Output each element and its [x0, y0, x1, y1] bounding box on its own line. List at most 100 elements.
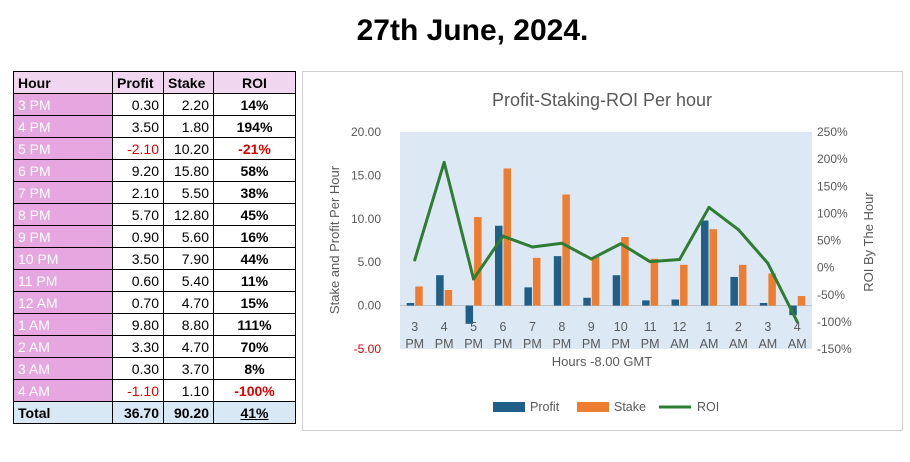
y-tick-label: 0.00: [358, 299, 382, 313]
cell-stake: 4.70: [163, 291, 214, 314]
x-tick-label: PM: [494, 337, 513, 351]
cell-stake: 5.40: [163, 269, 214, 292]
x-axis-title: Hours -8.00 GMT: [552, 354, 652, 369]
roi-point: [560, 241, 564, 245]
x-tick-label: PM: [582, 337, 601, 351]
cell-roi: 111%: [213, 313, 296, 336]
cell-roi: 44%: [213, 247, 296, 270]
cell-hour: 5 PM: [13, 137, 113, 160]
cell-stake: 1.10: [163, 379, 214, 402]
roi-point: [530, 245, 534, 249]
x-tick-label: PM: [435, 337, 454, 351]
x-tick-label: PM: [405, 337, 424, 351]
x-tick-label: AM: [670, 337, 689, 351]
cell-profit: 0.70: [112, 291, 164, 314]
cell-hour: 2 AM: [13, 335, 113, 358]
profit-bar: [465, 305, 474, 324]
x-tick-label: 3: [764, 320, 771, 334]
y2-tick-label: -50%: [817, 288, 845, 302]
table-body: 3 PM 0.30 2.20 14% 4 PM 3.50 1.80 194% 5 PM -2.10…: [13, 93, 296, 424]
cell-profit: 3.50: [112, 247, 164, 270]
x-tick-label: AM: [700, 337, 719, 351]
table-row: 4 AM -1.10 1.10 -100%: [13, 379, 296, 402]
cell-hour: 1 AM: [13, 313, 113, 336]
table-row: 2 AM 3.30 4.70 70%: [13, 335, 296, 358]
cell-roi: 11%: [213, 269, 296, 292]
cell-roi: 194%: [213, 115, 296, 138]
legend-label-stake: Stake: [614, 400, 646, 414]
cell-hour: 3 PM: [13, 93, 113, 116]
header-roi: ROI: [213, 71, 296, 94]
y2-axis-title: ROI By The Hour: [861, 192, 876, 292]
stake-bar: [650, 258, 659, 306]
roi-point: [736, 228, 740, 232]
x-tick-label: 1: [706, 320, 713, 334]
cell-stake: 1.80: [163, 115, 214, 138]
cell-roi: 14%: [213, 93, 296, 116]
roi-point: [648, 260, 652, 264]
header-stake: Stake: [163, 71, 214, 94]
stake-bar: [444, 289, 453, 306]
chart-svg: Profit-Staking-ROI Per hour -5.00 0.00 5.00…: [327, 90, 876, 414]
table-row: 3 PM 0.30 2.20 14%: [13, 93, 296, 116]
cell-stake: 5.60: [163, 225, 214, 248]
cell-roi: 70%: [213, 335, 296, 358]
cell-stake: 10.20: [163, 137, 214, 160]
profit-bar: [406, 302, 415, 306]
stake-bar: [532, 257, 541, 306]
cell-profit: 9.20: [112, 159, 164, 182]
profit-bar: [583, 297, 591, 306]
table-row: 12 AM 0.70 4.70 15%: [13, 291, 296, 314]
chart-title: Profit-Staking-ROI Per hour: [492, 90, 712, 110]
y-tick-label: 15.00: [351, 168, 381, 182]
stake-bar: [415, 286, 423, 306]
x-tick-label: 9: [588, 320, 595, 334]
x-tick-label: 10: [614, 320, 628, 334]
total-hour: Total: [13, 401, 113, 424]
cell-profit: 5.70: [112, 203, 164, 226]
data-table: Hour Profit Stake ROI 3 PM 0.30 2.20 14% 4 P…: [13, 71, 296, 424]
roi-point: [707, 205, 711, 209]
y-tick-label: 20.00: [351, 125, 381, 139]
table-total-row: Total 36.70 90.20 41%: [13, 401, 296, 424]
profit-bar: [436, 275, 444, 306]
stake-bar: [591, 256, 600, 306]
table-row: 9 PM 0.90 5.60 16%: [13, 225, 296, 248]
table-row: 8 PM 5.70 12.80 45%: [13, 203, 296, 226]
y2-tick-label: 150%: [817, 179, 848, 193]
table-row: 6 PM 9.20 15.80 58%: [13, 159, 296, 182]
x-tick-label: PM: [552, 337, 571, 351]
x-tick-label: AM: [729, 337, 748, 351]
profit-bar: [553, 256, 562, 306]
cell-stake: 5.50: [163, 181, 214, 204]
table-row: 11 PM 0.60 5.40 11%: [13, 269, 296, 292]
profit-bar: [759, 302, 768, 306]
stake-bar: [797, 296, 806, 306]
stake-bar: [621, 237, 629, 306]
cell-profit: 0.60: [112, 269, 164, 292]
x-tick-label: 12: [673, 320, 687, 334]
cell-stake: 4.70: [163, 335, 214, 358]
cell-stake: 2.20: [163, 93, 214, 116]
x-tick-label: PM: [641, 337, 660, 351]
cell-profit: 0.30: [112, 357, 164, 380]
x-tick-label: 11: [644, 320, 657, 334]
x-tick-label: 4: [441, 320, 448, 334]
x-tick-label: 7: [529, 320, 536, 334]
y-tick-label: 10.00: [351, 212, 381, 226]
cell-roi: 58%: [213, 159, 296, 182]
stake-bar: [680, 264, 688, 306]
legend-swatch-profit: [493, 402, 525, 412]
cell-stake: 7.90: [163, 247, 214, 270]
cell-hour: 11 PM: [13, 269, 113, 292]
y-tick-label: -5.00: [354, 342, 382, 356]
cell-hour: 4 PM: [13, 115, 113, 138]
stake-bar: [768, 273, 776, 306]
cell-hour: 7 PM: [13, 181, 113, 204]
stake-bar: [738, 264, 747, 306]
profit-bar: [701, 220, 709, 306]
cell-profit: 3.30: [112, 335, 164, 358]
profit-bar: [524, 287, 532, 306]
x-tick-label: AM: [788, 337, 807, 351]
table-row: 3 AM 0.30 3.70 8%: [13, 357, 296, 380]
